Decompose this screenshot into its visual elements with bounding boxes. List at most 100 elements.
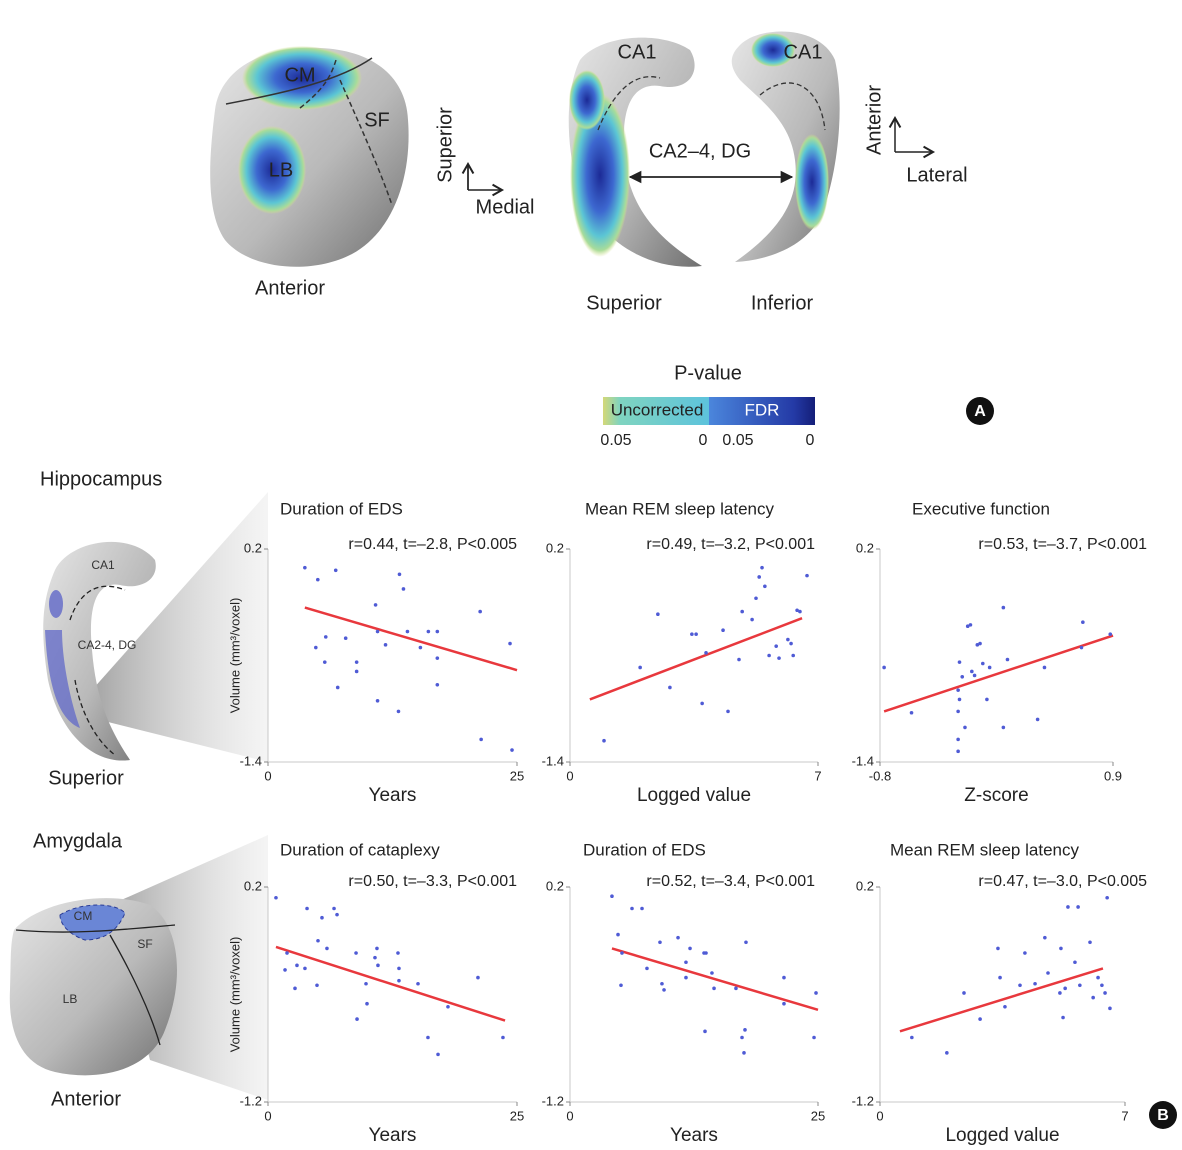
scatter-point: [334, 569, 338, 573]
x-tick-label: 0: [566, 1108, 573, 1123]
scatter-point: [476, 976, 480, 980]
region-label: CA1: [784, 41, 823, 63]
statistics: r=0.52, t=–3.4, P<0.001: [646, 873, 815, 890]
orientation-label: Superior: [434, 107, 456, 183]
scatter-point: [694, 632, 698, 636]
chart-title: Mean REM sleep latency: [585, 499, 774, 518]
x-tick-label: 0: [876, 1108, 883, 1123]
scatter-point: [479, 738, 483, 742]
x-axis-label: Logged value: [637, 785, 751, 806]
scatter-point: [956, 688, 960, 692]
scatter-point: [323, 660, 327, 664]
view-label: Anterior: [51, 1088, 121, 1110]
section-title: Amygdala: [33, 830, 123, 852]
scatter-point: [436, 630, 440, 634]
y-tick-label: -1.2: [852, 1093, 874, 1108]
x-tick-label: -0.8: [869, 768, 891, 783]
inset-label: LB: [63, 992, 78, 1006]
chart-title: Duration of cataplexy: [280, 840, 440, 859]
trend-line: [612, 948, 818, 1009]
scatter-point: [660, 982, 664, 986]
scatter-point: [436, 656, 440, 660]
scatter-point: [384, 643, 388, 647]
scatter-point: [374, 603, 378, 607]
scatter-point: [316, 939, 320, 943]
y-tick-label: -1.4: [852, 753, 874, 768]
orientation-label: Medial: [476, 196, 535, 218]
scatter-point: [684, 976, 688, 980]
scatter-point: [640, 907, 644, 911]
inset-label: SF: [137, 937, 152, 951]
scatter-point: [365, 1002, 369, 1006]
scatter-point: [789, 642, 793, 646]
scatter-point: [324, 635, 328, 639]
scatter-point: [910, 711, 914, 715]
scatter-point: [1096, 976, 1100, 980]
scatter-point: [774, 644, 778, 648]
scatter-point: [376, 630, 380, 634]
view-label: Superior: [48, 767, 124, 789]
scatter-point: [426, 1036, 430, 1040]
scatter-point: [1043, 666, 1047, 670]
scatter-point: [375, 947, 379, 951]
view-label: Inferior: [751, 292, 814, 314]
scatter-point: [703, 1030, 707, 1034]
y-tick-label: -1.2: [542, 1093, 564, 1108]
y-tick-label: -1.4: [240, 753, 262, 768]
scatter-point: [305, 907, 309, 911]
x-axis-label: Z-score: [964, 785, 1028, 806]
scatter-point: [314, 646, 318, 650]
scatter-point: [814, 991, 818, 995]
scatter-point: [750, 618, 754, 622]
scatter-point: [303, 566, 307, 570]
scatter-point: [704, 651, 708, 655]
scatter-point: [376, 699, 380, 703]
statistics: r=0.47, t=–3.0, P<0.005: [978, 873, 1147, 890]
colorbar-tick: 0.05: [600, 432, 631, 449]
scatter-point: [791, 654, 795, 658]
y-tick-label: -1.4: [542, 753, 564, 768]
statistics: r=0.53, t=–3.7, P<0.001: [978, 536, 1147, 553]
y-tick-label: -1.2: [240, 1093, 262, 1108]
scatter-point: [690, 632, 694, 636]
scatter-point: [798, 610, 802, 614]
scatter-point: [501, 1036, 505, 1040]
scatter-point: [1043, 936, 1047, 940]
scatter-point: [963, 726, 967, 730]
scatter-point: [998, 976, 1002, 980]
scatter-point: [882, 666, 886, 670]
scatter-point: [978, 1017, 982, 1021]
section-title: Hippocampus: [40, 468, 162, 490]
x-axis-label: Years: [369, 1125, 417, 1146]
scatter-point: [616, 933, 620, 937]
scatter-point: [1100, 983, 1104, 987]
scatter-point: [427, 630, 431, 634]
y-axis-label: Volume (mm³/voxel): [227, 598, 242, 714]
inset-label: CA2-4, DG: [78, 638, 137, 652]
scatter-point: [335, 913, 339, 917]
scatter-point: [734, 987, 738, 991]
view-label: Anterior: [255, 277, 325, 299]
scatter-point: [364, 982, 368, 986]
scatter-point: [743, 1028, 747, 1032]
scatter-point: [958, 660, 962, 664]
scatter-point: [1023, 951, 1027, 955]
colorbar-title: P-value: [674, 362, 742, 384]
scatter-point: [619, 983, 623, 987]
scatter-point: [376, 964, 380, 968]
scatter-point: [285, 951, 289, 955]
scatter-point: [710, 971, 714, 975]
colorbar-tick: 0: [806, 432, 815, 449]
scatter-point: [754, 596, 758, 600]
chart-title: Mean REM sleep latency: [890, 840, 1079, 859]
scatter-point: [610, 894, 614, 898]
scatter-point: [1003, 1005, 1007, 1009]
scatter-point: [744, 940, 748, 944]
scatter-point: [981, 662, 985, 666]
scatter-point: [325, 947, 329, 951]
scatter-point: [295, 964, 299, 968]
scatter-point: [274, 896, 278, 900]
scatter-point: [740, 610, 744, 614]
scatter-point: [373, 956, 377, 960]
x-tick-label: 25: [510, 768, 524, 783]
